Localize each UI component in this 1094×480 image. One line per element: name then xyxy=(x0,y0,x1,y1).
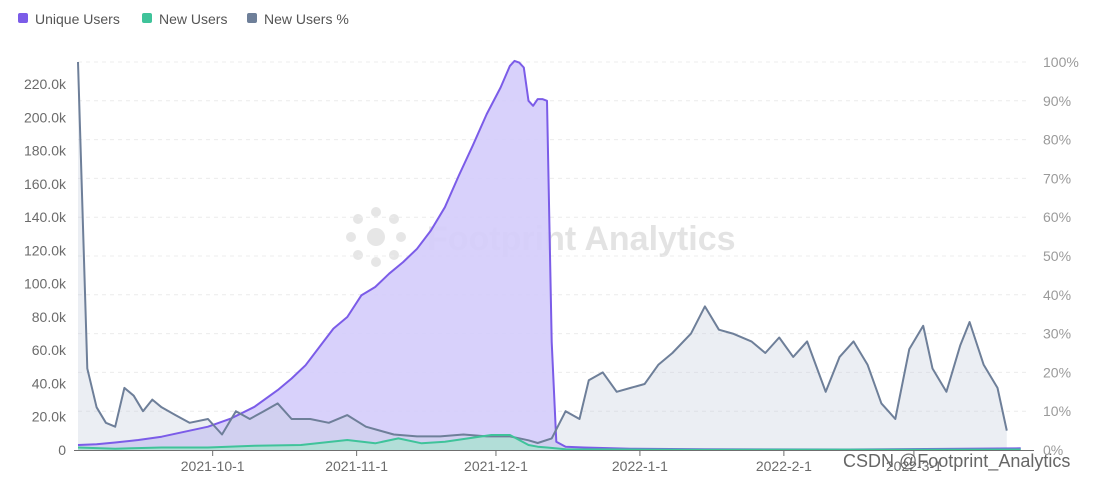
series-area-new-users-pct xyxy=(78,62,1007,450)
series-area-new-users xyxy=(78,435,1021,450)
legend-label-unique-users: Unique Users xyxy=(35,11,120,27)
y-right-tick-label: 80% xyxy=(1043,132,1071,148)
legend: Unique Users New Users New Users % xyxy=(18,11,349,27)
x-tick-label: 2022-3-1 xyxy=(886,458,942,474)
y-left-tick-label: 140.0k xyxy=(24,209,67,225)
x-tick-label: 2022-1-1 xyxy=(612,458,668,474)
y-left-tick-label: 60.0k xyxy=(32,342,67,358)
y-left-tick-label: 220.0k xyxy=(24,76,67,92)
axes: 0 20.0k 40.0k 60.0k 80.0k 100.0k 120.0k 140.0k 1… xyxy=(24,54,1079,474)
x-tick-label: 2021-11-1 xyxy=(325,458,388,474)
y-right-tick-label: 10% xyxy=(1043,403,1071,419)
y-right-tick-label: 50% xyxy=(1043,248,1071,264)
x-tick-label: 2021-10-1 xyxy=(181,458,245,474)
footprint-logo-icon xyxy=(346,207,406,267)
y-left-tick-label: 120.0k xyxy=(24,242,67,258)
y-right-tick-label: 20% xyxy=(1043,364,1071,380)
y-right-tick-label: 60% xyxy=(1043,209,1071,225)
y-left-tick-label: 80.0k xyxy=(32,309,67,325)
y-left-tick-label: 180.0k xyxy=(24,143,67,159)
legend-swatch-unique-users xyxy=(18,13,28,23)
y-left-tick-label: 160.0k xyxy=(24,176,67,192)
y-left-tick-label: 20.0k xyxy=(32,409,67,425)
legend-swatch-new-users xyxy=(142,13,152,23)
x-tick-label: 2022-2-1 xyxy=(756,458,812,474)
series-lines xyxy=(77,59,1021,451)
legend-label-new-users: New Users xyxy=(159,11,227,27)
legend-swatch-new-users-pct xyxy=(247,13,257,23)
legend-item-new-users[interactable]: New Users xyxy=(142,11,227,27)
series-line-new-users[interactable] xyxy=(77,434,1021,451)
y-left-tick-label: 100.0k xyxy=(24,276,67,292)
y-left-tick-label: 40.0k xyxy=(32,375,67,391)
y-right-tick-label: 40% xyxy=(1043,287,1071,303)
legend-label-new-users-pct: New Users % xyxy=(264,11,349,27)
series-line-new-users-pct[interactable] xyxy=(77,61,1008,444)
credit-text: CSDN @Footprint_Analytics xyxy=(843,451,1070,472)
x-tick-label: 2021-12-1 xyxy=(464,458,528,474)
y-right-tick-label: 30% xyxy=(1043,326,1071,342)
y-right-tick-label: 100% xyxy=(1043,54,1079,70)
y-left-tick-label: 200.0k xyxy=(24,109,67,125)
y-right-tick-label: 90% xyxy=(1043,93,1071,109)
y-left-tick-label: 0 xyxy=(58,442,66,458)
legend-item-unique-users[interactable]: Unique Users xyxy=(18,11,120,27)
y-right-tick-label: 0% xyxy=(1043,442,1063,458)
legend-item-new-users-pct[interactable]: New Users % xyxy=(247,11,349,27)
y-right-tick-label: 70% xyxy=(1043,170,1071,186)
